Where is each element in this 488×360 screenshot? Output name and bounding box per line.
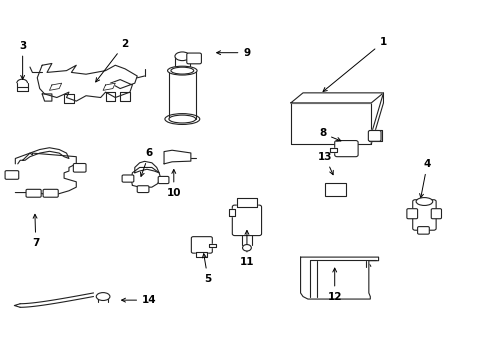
Polygon shape: [209, 244, 215, 247]
FancyBboxPatch shape: [334, 140, 357, 157]
Text: 12: 12: [327, 268, 341, 302]
FancyBboxPatch shape: [73, 163, 86, 172]
FancyBboxPatch shape: [122, 175, 134, 182]
Polygon shape: [290, 103, 370, 144]
Text: 8: 8: [318, 129, 340, 141]
Polygon shape: [228, 209, 234, 216]
FancyBboxPatch shape: [26, 189, 41, 197]
Polygon shape: [135, 161, 159, 173]
Polygon shape: [42, 94, 52, 101]
FancyBboxPatch shape: [5, 171, 19, 179]
Ellipse shape: [168, 115, 195, 123]
Text: 4: 4: [419, 159, 430, 198]
Ellipse shape: [415, 198, 432, 206]
Polygon shape: [195, 252, 206, 257]
Polygon shape: [370, 93, 383, 144]
Text: 6: 6: [140, 148, 153, 176]
FancyBboxPatch shape: [417, 226, 428, 234]
FancyBboxPatch shape: [412, 200, 435, 230]
Polygon shape: [300, 257, 378, 299]
Polygon shape: [64, 94, 74, 103]
Polygon shape: [105, 92, 115, 101]
FancyBboxPatch shape: [232, 205, 261, 235]
FancyBboxPatch shape: [367, 131, 380, 141]
FancyBboxPatch shape: [158, 176, 168, 184]
Ellipse shape: [96, 293, 110, 301]
Text: 7: 7: [32, 214, 40, 248]
FancyBboxPatch shape: [137, 186, 149, 193]
Polygon shape: [163, 150, 190, 164]
FancyBboxPatch shape: [191, 237, 212, 253]
FancyBboxPatch shape: [430, 209, 441, 219]
Ellipse shape: [175, 52, 189, 60]
FancyBboxPatch shape: [406, 209, 417, 219]
Polygon shape: [18, 148, 69, 164]
Text: 1: 1: [323, 37, 386, 91]
Ellipse shape: [167, 66, 197, 75]
FancyBboxPatch shape: [325, 183, 345, 196]
Polygon shape: [15, 153, 76, 194]
Text: 3: 3: [19, 41, 26, 79]
Text: 10: 10: [166, 170, 181, 198]
FancyBboxPatch shape: [186, 53, 201, 64]
Polygon shape: [20, 293, 93, 307]
Polygon shape: [49, 83, 61, 90]
Polygon shape: [37, 63, 137, 101]
Text: 5: 5: [202, 254, 211, 284]
Text: 13: 13: [317, 152, 333, 175]
Text: 2: 2: [96, 39, 128, 82]
Text: 9: 9: [216, 48, 250, 58]
Polygon shape: [103, 83, 115, 90]
Text: 11: 11: [239, 230, 254, 267]
Text: 14: 14: [122, 295, 157, 305]
Polygon shape: [290, 93, 383, 103]
Polygon shape: [120, 92, 130, 101]
Circle shape: [242, 244, 251, 251]
Polygon shape: [131, 167, 160, 187]
Polygon shape: [330, 148, 336, 152]
Polygon shape: [368, 130, 382, 141]
Polygon shape: [237, 198, 256, 207]
Ellipse shape: [171, 67, 193, 74]
FancyBboxPatch shape: [43, 189, 58, 197]
